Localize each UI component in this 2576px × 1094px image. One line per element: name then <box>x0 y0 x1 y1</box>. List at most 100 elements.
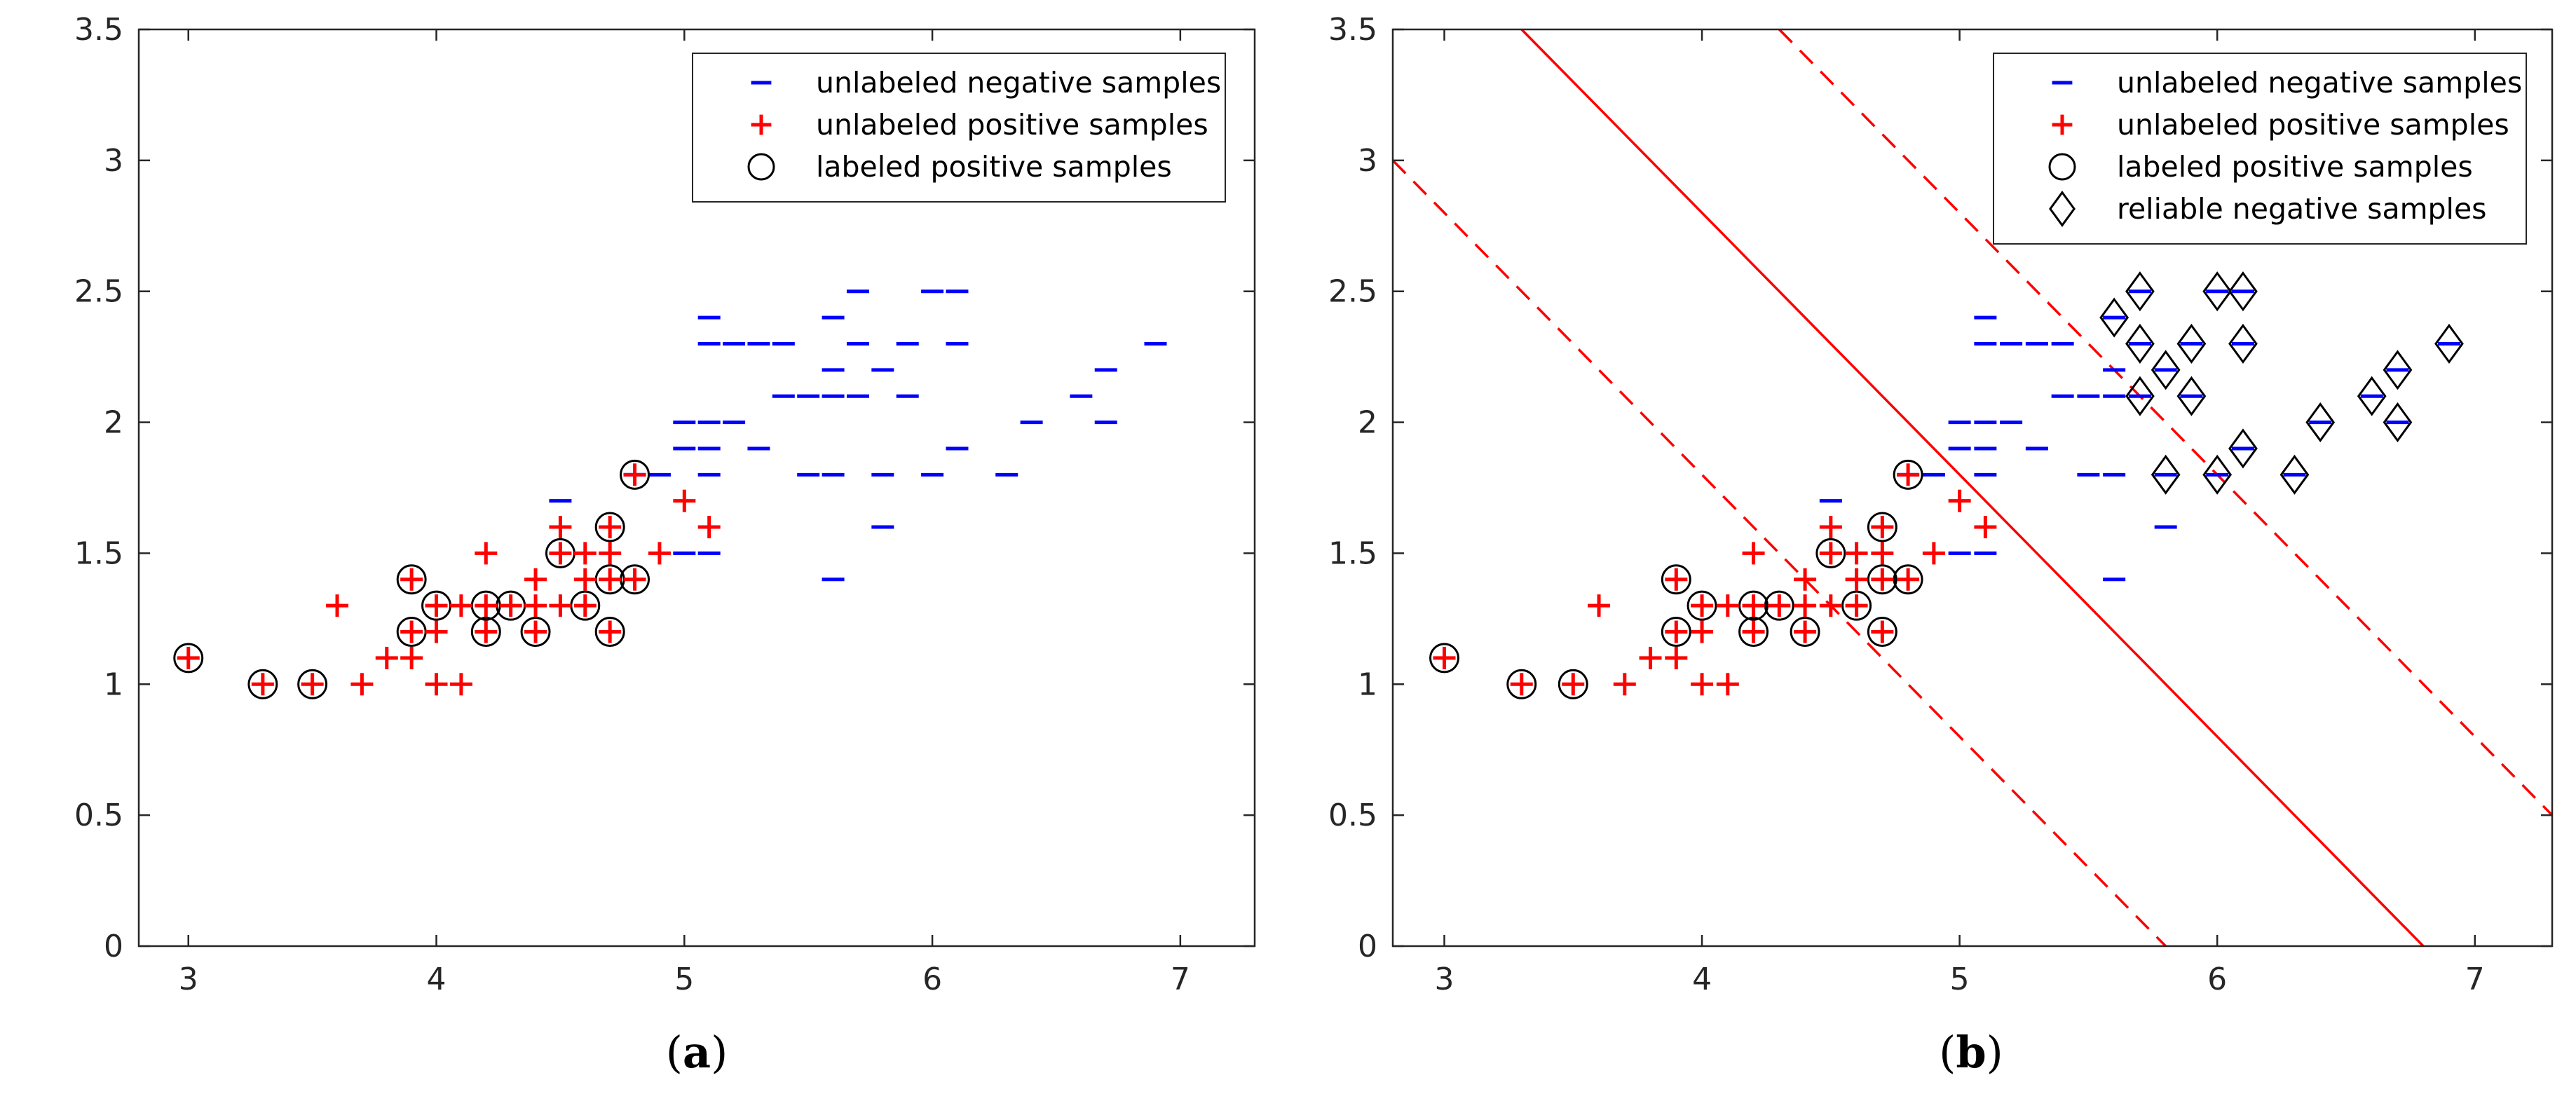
panel-a-ytick-label-1: 0.5 <box>74 798 123 833</box>
panel-b-caption-close: ) <box>1986 1027 2003 1078</box>
panel-b-plus-marker-3 <box>1588 594 1611 617</box>
panel-a-legend-label-1: unlabeled positive samples <box>816 108 1208 142</box>
panel-b-xtick-label-0: 3 <box>1435 962 1454 997</box>
panel-a-circle-marker-14 <box>594 512 625 542</box>
panel-a-plus-marker-21 <box>549 594 572 617</box>
panel-b-plus-marker-27 <box>1871 620 1894 643</box>
panel-b-legend: unlabeled negative samples unlabeled posi… <box>1993 53 2527 245</box>
panel-b-circle-marker-10 <box>1815 538 1846 568</box>
panel-a-plus-marker-13 <box>449 594 472 617</box>
panel-a-plus-marker-17 <box>499 594 522 617</box>
panel-a-ytick-label-0: 0 <box>104 929 123 964</box>
panel-a-ytick-label-2: 1 <box>104 666 123 702</box>
panel-b-ytick-label-4: 2 <box>1358 405 1377 441</box>
panel-b-diamond-marker-1 <box>2125 271 2155 312</box>
panel-b-circle-marker-9 <box>1790 617 1820 648</box>
panel-a-caption-close: ) <box>711 1027 728 1078</box>
panel-b-plus-marker-32 <box>1897 463 1920 486</box>
panel-a-plus-marker-4 <box>350 673 374 696</box>
panel-a-plus-marker-0 <box>177 646 200 669</box>
panel-a-plus-marker-24 <box>573 594 597 617</box>
panel-b-circle-marker-11 <box>1841 590 1872 621</box>
panel-b-xtick-label-4: 7 <box>2465 962 2485 997</box>
panel-a-xtick-label-2: 5 <box>674 962 694 997</box>
panel-b-plus-marker-9 <box>1691 673 1714 696</box>
panel-a-plus-marker-14 <box>475 620 498 643</box>
panel-a-plus-marker-23 <box>549 516 572 539</box>
panel-a-caption-open: ( <box>666 1027 683 1078</box>
panel-b-axes-box <box>1391 28 2554 948</box>
panel-b-plus-marker-0 <box>1433 646 1456 669</box>
panel-a-markers <box>173 289 1167 699</box>
panel-b-diamond-marker-2 <box>2125 323 2155 364</box>
panel-b-circle-marker-14 <box>1867 512 1897 542</box>
panel-a-plus-marker-32 <box>623 463 646 486</box>
panel-a-ytick-label-6: 3 <box>104 143 123 179</box>
panel-b-plus-marker-33 <box>1922 542 1945 565</box>
panel-b-plus-marker-19 <box>1794 594 1817 617</box>
panel-b-legend-label-0: unlabeled negative samples <box>2117 66 2522 100</box>
panel-b-ytick-label-3: 1.5 <box>1328 535 1377 571</box>
panel-b-plus-marker-5 <box>1639 646 1662 669</box>
panel-b-diamond-marker-6 <box>2176 323 2207 364</box>
panel-b-plus-marker-28 <box>1871 568 1894 591</box>
panel-a-xtick-label-0: 3 <box>179 962 198 997</box>
panel-b-ytick-label-1: 0.5 <box>1328 798 1377 833</box>
panel-b-plus-marker-30 <box>1871 516 1894 539</box>
panel-b-diamond-marker-17 <box>2383 402 2413 443</box>
panel-b-legend-marker-2 <box>2048 153 2076 181</box>
panel-a-plus-marker-5 <box>375 646 398 669</box>
panel-b-legend-marker-1 <box>2052 114 2073 135</box>
panel-b-plus-marker-10 <box>1691 620 1714 643</box>
panel-b-legend-marker-3 <box>2049 191 2076 227</box>
panel-b-plus-marker-2 <box>1562 673 1585 696</box>
panel-a-plus-marker-30 <box>599 516 622 539</box>
panel-b-plus-marker-34 <box>1948 489 1971 512</box>
panel-b-circle-marker-16 <box>1893 459 1923 490</box>
panel-a-xtick-label-4: 7 <box>1171 962 1190 997</box>
panel-b-ytick-label-2: 1 <box>1358 666 1377 702</box>
panel-b-plus-marker-11 <box>1691 594 1714 617</box>
panel-b-plus-marker-17 <box>1768 594 1791 617</box>
panel-a-plus-marker-19 <box>524 594 547 617</box>
panel-b-xtick-label-1: 4 <box>1692 962 1712 997</box>
panel-a-plus-marker-7 <box>400 620 423 643</box>
panel-b-ytick-label-0: 0 <box>1358 929 1377 964</box>
panel-b-plus-marker-35 <box>1974 516 1997 539</box>
panel-a-plus-marker-31 <box>623 568 646 591</box>
panel-a-ytick-label-7: 3.5 <box>74 12 123 48</box>
panel-a-legend-box <box>692 53 1226 203</box>
panel-b-plus-marker-21 <box>1819 594 1842 617</box>
panel-b-circle-marker-8 <box>1764 590 1794 621</box>
panel-b-plus-marker-26 <box>1845 542 1868 565</box>
panel-a-legend-marker-2 <box>747 153 775 181</box>
panel-b-diamond-marker-3 <box>2125 376 2155 416</box>
panel-b-legend-label-2: labeled positive samples <box>2117 150 2473 184</box>
panel-b-plus-marker-16 <box>1742 542 1765 565</box>
panel-a-ytick-label-5: 2.5 <box>74 274 123 310</box>
panel-b-ticks: 3 4 5 6 7 0 0.5 1 1.5 2 2.5 3 3.5 <box>1328 12 2552 997</box>
panel-a-ticks: 3 4 5 6 7 0 0.5 1 1.5 2 2.5 3 3.5 <box>74 12 1255 997</box>
panel-b-circle-marker-13 <box>1867 564 1897 595</box>
panel-b-diamond-marker-9 <box>2202 454 2233 495</box>
panel-a-plus-marker-33 <box>648 542 671 565</box>
panel-b-diamond-marker-11 <box>2228 323 2258 364</box>
panel-a-legend-marker-1 <box>751 114 772 135</box>
panel-b-plus-marker-1 <box>1510 673 1533 696</box>
panel-b-plus-marker-29 <box>1871 542 1894 565</box>
panel-a-plus-marker-12 <box>449 673 472 696</box>
panel-b-plus-marker-7 <box>1665 620 1688 643</box>
panel-b-plus-marker-13 <box>1716 594 1739 617</box>
panel-b-plus-marker-24 <box>1845 594 1868 617</box>
panel-a-circle-marker-6 <box>470 617 501 648</box>
panel-a-circle-marker-0 <box>173 643 204 674</box>
panel-b-circle-marker-3 <box>1661 617 1691 648</box>
panel-b-plus-marker-25 <box>1845 568 1868 591</box>
panel-a-plus-marker-27 <box>599 620 622 643</box>
panel-b-circle-marker-4 <box>1661 564 1691 595</box>
panel-b-diamond-marker-16 <box>2383 350 2413 390</box>
panel-a-xtick-label-3: 6 <box>922 962 942 997</box>
panel-b: 3 4 5 6 7 0 0.5 1 1.5 2 2.5 3 3.5 unlabeled negative… <box>1328 12 2554 1078</box>
panel-b-caption-open: ( <box>1939 1027 1956 1078</box>
